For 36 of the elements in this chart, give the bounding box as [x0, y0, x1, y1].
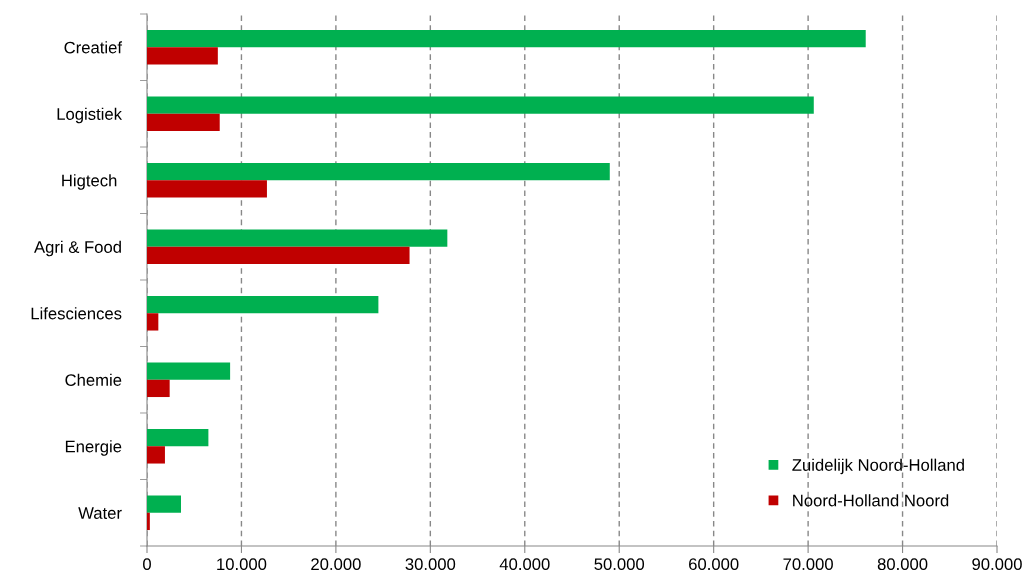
x-tick-label: 90.000: [972, 558, 1022, 571]
x-tick-label: 40.000: [499, 558, 550, 571]
y-tick-label: Energie: [65, 440, 122, 456]
bar: [147, 47, 218, 65]
bar: [147, 295, 379, 314]
x-tick-label: 80.000: [877, 558, 928, 571]
y-tick-label: Water: [78, 507, 122, 519]
x-tick-label: 70.000: [783, 558, 833, 571]
bar: [147, 313, 159, 331]
x-tick-label: 60.000: [689, 558, 739, 571]
x-tick-label: 10.000: [217, 558, 267, 571]
bar: [147, 495, 181, 513]
y-tick-label: Creatief: [64, 41, 123, 54]
bar: [147, 512, 150, 531]
bar: [147, 162, 610, 181]
x-tick-label: 50.000: [594, 558, 645, 571]
y-tick-label: Lifesciences: [31, 307, 122, 320]
x-tick-label: 30.000: [405, 558, 456, 571]
bar: [147, 362, 231, 380]
legend-label: Noord-Holland Noord: [793, 494, 949, 507]
y-tick-label: Higtech: [62, 174, 117, 190]
x-tick-label: 0: [143, 558, 151, 571]
y-tick-label: Logistiek: [57, 107, 123, 124]
bar: [147, 446, 165, 464]
y-tick-label: Chemie: [65, 373, 122, 386]
bar: [147, 96, 814, 114]
bar: [147, 246, 410, 265]
y-tick-label: Agri & Food: [34, 240, 121, 257]
bar: [147, 229, 448, 247]
bar: [147, 428, 209, 447]
legend-label: Zuidelijk Noord-Holland: [792, 458, 964, 475]
bar: [147, 113, 220, 132]
bar: [147, 180, 267, 198]
x-tick-label: 20.000: [311, 558, 361, 571]
bar: [147, 29, 866, 48]
bar: [147, 379, 170, 398]
